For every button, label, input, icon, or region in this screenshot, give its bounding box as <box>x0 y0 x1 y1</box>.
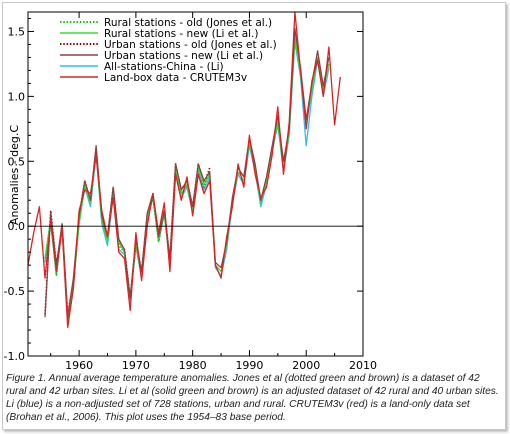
legend-label: Urban stations - new (Li et al.) <box>104 50 263 62</box>
figure-frame <box>2 2 506 430</box>
legend-label: All-stations-China - (Li) <box>104 61 224 73</box>
temperature-anomaly-chart: 1960 1970 1980 1990 2000 2010 -1.0 -0.5 0.0 0.5 1.… <box>4 11 377 370</box>
legend-label: Urban stations - old (Jones et al.) <box>104 39 277 51</box>
x-tick-label: 2000 <box>292 359 320 370</box>
legend-label: Rural stations - old (Jones et al.) <box>104 17 272 29</box>
plot-border <box>27 11 364 357</box>
legend-label: Land-box data - CRUTEM3v <box>104 72 247 84</box>
y-tick-label: -1.0 <box>4 350 25 363</box>
axes-layer: 1960 1970 1980 1990 2000 2010 -1.0 -0.5 0.0 0.5 1.… <box>4 12 377 370</box>
x-tick-label: 2010 <box>349 359 377 370</box>
x-tick-label: 1990 <box>235 359 263 370</box>
y-tick-label: 1.5 <box>8 25 26 38</box>
y-tick-label: 0.0 <box>8 220 26 233</box>
figure-caption: Figure 1. Annual average temperature ano… <box>6 373 499 423</box>
y-axis-title: Anomalies - deg.C <box>8 125 21 225</box>
series-line-0 <box>44 150 211 321</box>
series-layer <box>27 11 341 329</box>
legend-label: Rural stations - new (Li et al.) <box>104 28 259 40</box>
y-tick-label: 0.5 <box>8 155 26 168</box>
x-tick-label: 1970 <box>122 359 150 370</box>
series-line-5 <box>27 11 341 329</box>
y-tick-label: -0.5 <box>4 285 25 298</box>
legend: Rural stations - old (Jones et al.)Rural… <box>60 17 277 84</box>
x-tick-label: 1960 <box>65 359 93 370</box>
x-tick-label: 1980 <box>179 359 207 370</box>
y-tick-label: 1.0 <box>8 90 26 103</box>
